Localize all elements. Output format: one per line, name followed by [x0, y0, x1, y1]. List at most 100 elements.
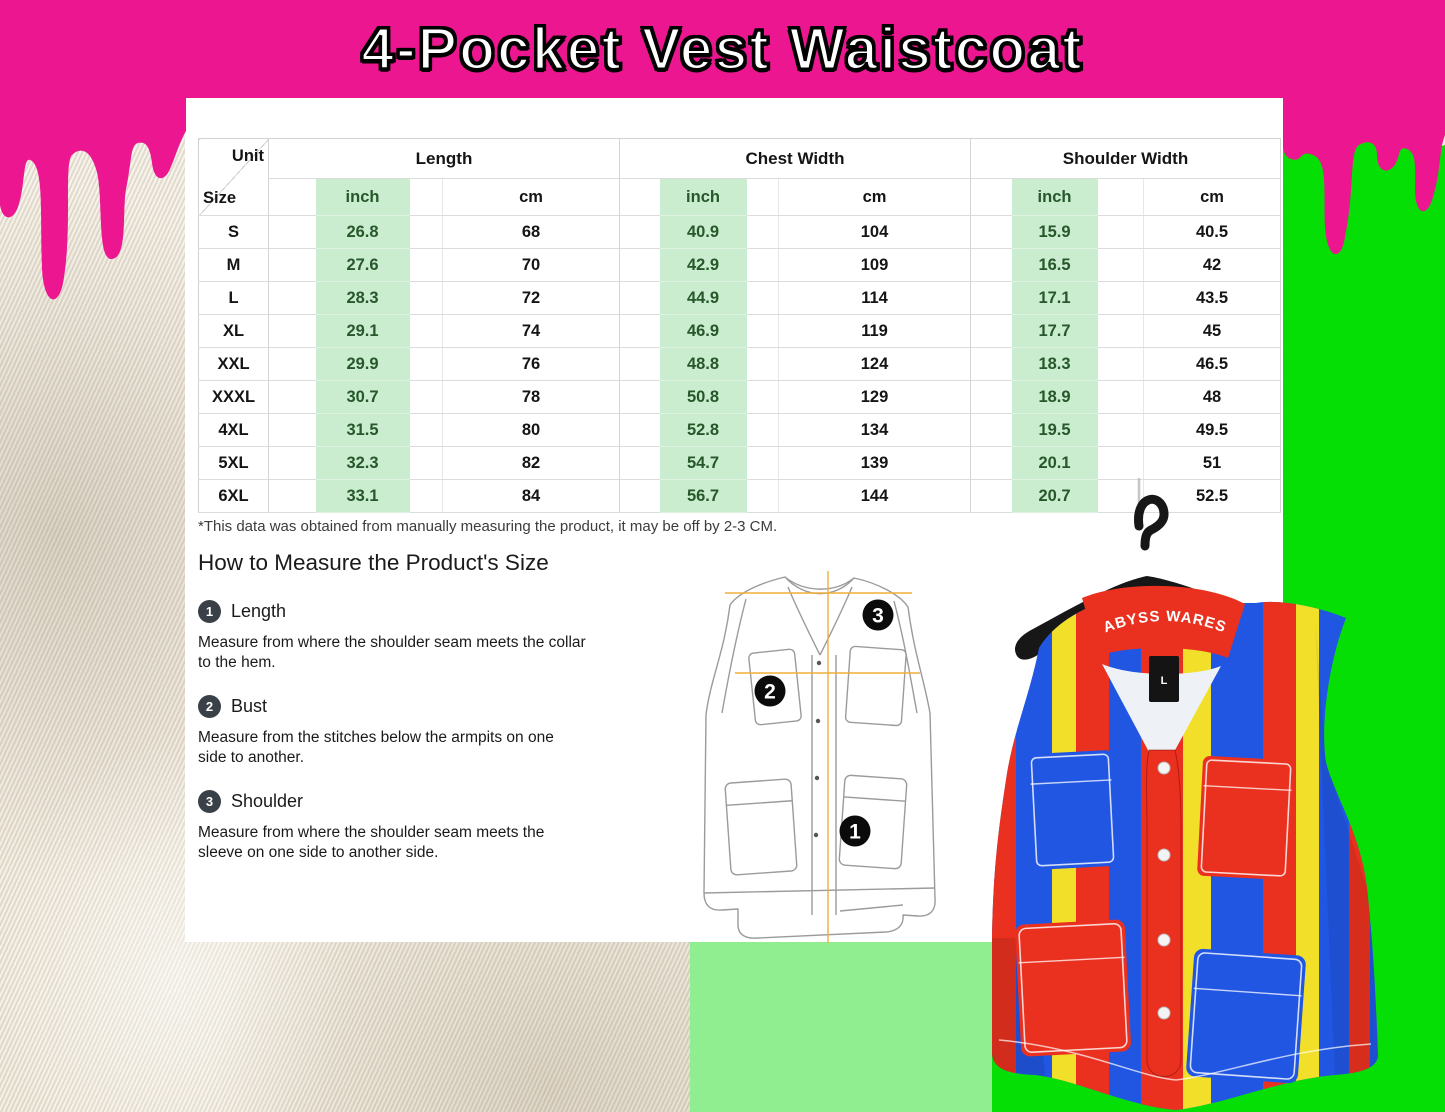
hem-stitch-line	[998, 1039, 1372, 1081]
value-cell: 18.9	[1011, 380, 1098, 414]
value-cell: 33.1	[315, 479, 410, 513]
value-cell: 19.5	[1011, 413, 1098, 447]
subheader-cm: cm	[778, 178, 971, 216]
value-cell: 52.8	[659, 413, 747, 447]
pink-drip-left	[0, 97, 186, 300]
value-cell: 42.9	[659, 248, 747, 282]
value-cell: 104	[778, 215, 971, 249]
value-cell: 29.9	[315, 347, 410, 381]
value-cell: 139	[778, 446, 971, 480]
table-row: S 26.8 68 40.9 104 15.9 40.5	[198, 215, 1281, 249]
page-title: 4-Pocket Vest Waistcoat	[360, 15, 1084, 84]
column-group-chest-width: Chest Width	[619, 138, 971, 179]
pink-drip-right	[1283, 97, 1445, 397]
value-cell: 45	[1143, 314, 1281, 348]
value-cell: 84	[442, 479, 620, 513]
button-placket	[1146, 749, 1182, 1077]
table-row: 6XL 33.1 84 56.7 144 20.7 52.5	[198, 479, 1281, 513]
table-row: 5XL 32.3 82 54.7 139 20.1 51	[198, 446, 1281, 480]
measure-point-2-number: 2	[764, 681, 776, 704]
measure-point-1-number: 1	[849, 821, 861, 844]
measurement-guide-lines	[725, 571, 920, 943]
value-cell: 40.9	[659, 215, 747, 249]
value-cell: 109	[778, 248, 971, 282]
value-cell: 70	[442, 248, 620, 282]
title-banner: 4-Pocket Vest Waistcoat	[0, 0, 1445, 98]
value-cell: 78	[442, 380, 620, 414]
step-2-description: Measure from the stitches below the armp…	[198, 728, 554, 767]
table-row: XXL 29.9 76 48.8 124 18.3 46.5	[198, 347, 1281, 381]
value-cell: 56.7	[659, 479, 747, 513]
step-1-label: Length	[231, 601, 287, 621]
measure-point-3-number: 3	[872, 605, 884, 628]
subheader-inch: inch	[659, 178, 747, 216]
how-to-heading: How to Measure the Product's Size	[198, 550, 549, 575]
size-cell: M	[198, 248, 269, 282]
measure-point-3-icon	[862, 599, 894, 631]
subheader-cm: cm	[1143, 178, 1281, 216]
value-cell: 32.3	[315, 446, 410, 480]
column-group-length: Length	[268, 138, 620, 179]
value-cell: 114	[778, 281, 971, 315]
value-cell: 31.5	[315, 413, 410, 447]
step-3-label: Shoulder	[231, 790, 304, 811]
vest-outline	[703, 576, 936, 939]
value-cell: 17.1	[1011, 281, 1098, 315]
measure-step-shoulder: 3 Shoulder	[198, 789, 618, 813]
size-tag: L	[1149, 656, 1179, 702]
value-cell: 43.5	[1143, 281, 1281, 315]
measure-step-bust: 2 Bust	[198, 694, 618, 718]
value-cell: 49.5	[1143, 413, 1281, 447]
value-cell: 42	[1143, 248, 1281, 282]
value-cell: 29.1	[315, 314, 410, 348]
corner-size-label: Size	[203, 189, 237, 207]
measure-point-1-icon	[839, 815, 871, 847]
value-cell: 119	[778, 314, 971, 348]
size-cell: XXXL	[198, 380, 269, 414]
value-cell: 26.8	[315, 215, 410, 249]
table-row: 4XL 31.5 80 52.8 134 19.5 49.5	[198, 413, 1281, 447]
value-cell: 54.7	[659, 446, 747, 480]
hanger-hook	[1134, 494, 1169, 551]
value-cell: 40.5	[1143, 215, 1281, 249]
value-cell: 18.3	[1011, 347, 1098, 381]
value-cell: 27.6	[315, 248, 410, 282]
value-cell: 134	[778, 413, 971, 447]
value-cell: 51	[1143, 446, 1281, 480]
size-tag-letter: L	[1161, 675, 1168, 687]
value-cell: 20.1	[1011, 446, 1098, 480]
value-cell: 46.9	[659, 314, 747, 348]
value-cell: 80	[442, 413, 620, 447]
step-2-badge: 2	[198, 694, 221, 718]
diagram-buttons	[813, 660, 822, 838]
step-1-description: Measure from where the shoulder seam mee…	[198, 634, 586, 672]
value-cell: 74	[442, 314, 620, 348]
value-cell: 50.8	[659, 380, 747, 414]
value-cell: 28.3	[315, 281, 410, 315]
unit-size-corner-cell: Unit Size	[198, 138, 269, 216]
value-cell: 48.8	[659, 347, 747, 381]
size-cell: L	[198, 281, 269, 315]
size-cell: 5XL	[198, 446, 269, 480]
table-footnote: *This data was obtained from manually me…	[198, 518, 778, 535]
value-cell: 76	[442, 347, 620, 381]
value-cell: 15.9	[1011, 215, 1098, 249]
table-row: M 27.6 70 42.9 109 16.5 42	[198, 248, 1281, 282]
table-row: L 28.3 72 44.9 114 17.1 43.5	[198, 281, 1281, 315]
value-cell: 46.5	[1143, 347, 1281, 381]
how-to-measure-section: How to Measure the Product's Size 1 Leng…	[198, 550, 618, 885]
measure-point-2-icon	[754, 675, 786, 707]
value-cell: 44.9	[659, 281, 747, 315]
value-cell: 48	[1143, 380, 1281, 414]
size-cell: 6XL	[198, 479, 269, 513]
value-cell: 17.7	[1011, 314, 1098, 348]
value-cell: 16.5	[1011, 248, 1098, 282]
step-3-badge: 3	[198, 789, 221, 813]
measure-step-length: 1 Length	[198, 600, 618, 623]
vest-lining	[1102, 664, 1221, 752]
size-table: Unit Size Length Chest Width Shoulder Wi…	[198, 138, 1281, 513]
value-cell: 30.7	[315, 380, 410, 414]
column-group-shoulder-width: Shoulder Width	[970, 138, 1281, 179]
value-cell: 124	[778, 347, 971, 381]
